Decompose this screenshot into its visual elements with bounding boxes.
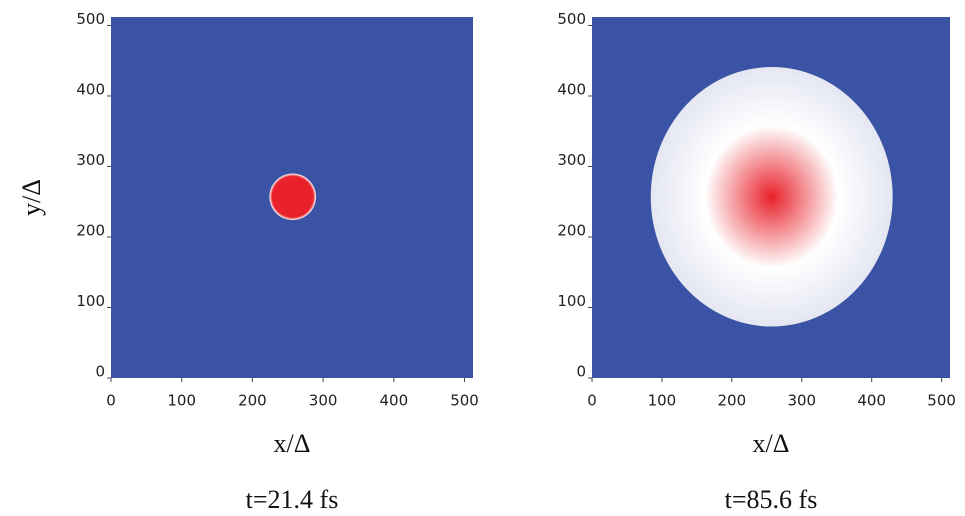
y-tick-label: 400	[76, 80, 105, 98]
y-tick-label: 200	[76, 221, 105, 239]
spot	[269, 173, 317, 221]
y-tick-label: 100	[76, 292, 105, 310]
x-tick-label: 400	[857, 392, 886, 410]
x-tick-label: 100	[648, 392, 677, 410]
x-tick-label: 200	[718, 392, 747, 410]
x-axis-label: x/Δ	[274, 429, 311, 458]
x-tick-label: 100	[167, 392, 196, 410]
x-tick-label: 300	[787, 392, 816, 410]
y-tick-label: 200	[557, 221, 586, 239]
spot	[650, 67, 893, 327]
y-tick-label: 500	[76, 10, 105, 28]
x-tick-label: 500	[927, 392, 956, 410]
x-tick-label: 0	[106, 392, 116, 410]
x-tick-label: 300	[309, 392, 338, 410]
y-tick-label: 500	[557, 10, 586, 28]
x-tick-label: 0	[587, 392, 597, 410]
y-tick-label: 300	[76, 151, 105, 169]
x-axis-label: x/Δ	[753, 429, 790, 458]
y-tick-label: 400	[557, 80, 586, 98]
x-tick-label: 500	[450, 392, 479, 410]
caption: t=85.6 fs	[725, 485, 818, 514]
x-tick-label: 400	[379, 392, 408, 410]
y-axis-label: y/Δ	[17, 179, 46, 216]
y-tick-label: 300	[557, 151, 586, 169]
caption: t=21.4 fs	[246, 485, 339, 514]
x-tick-label: 200	[238, 392, 267, 410]
y-tick-label: 0	[95, 363, 105, 381]
y-tick-label: 100	[557, 292, 586, 310]
y-tick-label: 0	[576, 363, 586, 381]
